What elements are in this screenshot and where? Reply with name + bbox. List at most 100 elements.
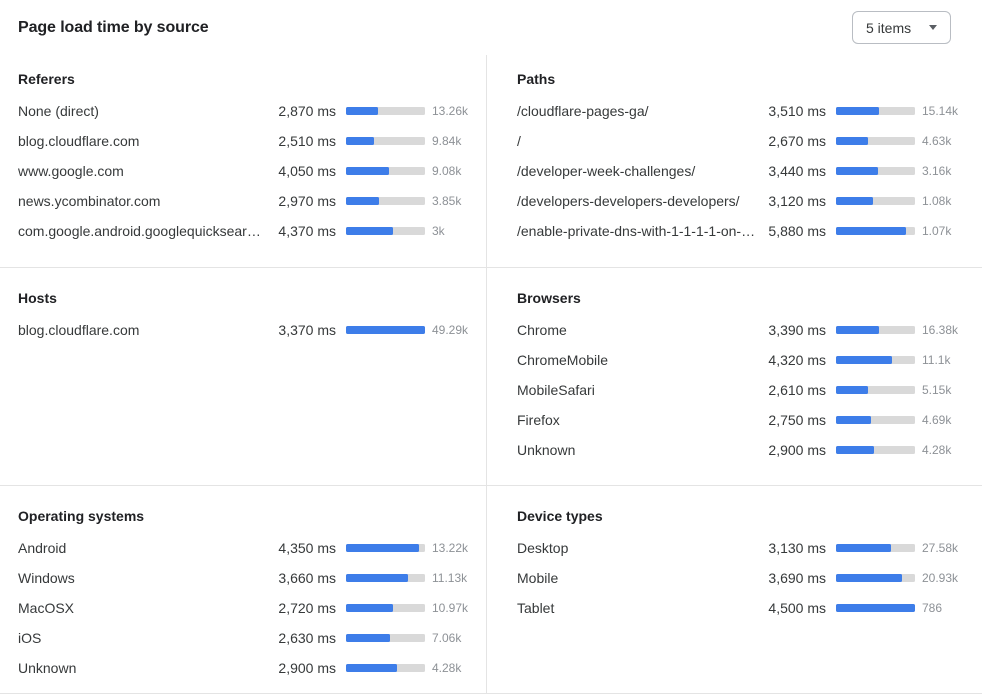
row-load-time: 2,970 ms bbox=[278, 193, 336, 209]
panel-title: Operating systems bbox=[18, 508, 145, 524]
metric-row[interactable]: ChromeMobile 4,320 ms 11.1k bbox=[517, 345, 968, 375]
load-time-bar-fill bbox=[346, 604, 393, 612]
metric-row[interactable]: / 2,670 ms 4.63k bbox=[517, 126, 968, 156]
panel-title: Hosts bbox=[18, 290, 57, 306]
row-load-time: 3,130 ms bbox=[768, 540, 826, 556]
row-load-time: 2,720 ms bbox=[278, 600, 336, 616]
metric-row[interactable]: com.google.android.googlequicksearc… 4,3… bbox=[18, 216, 478, 246]
panels-grid: Referers None (direct) 2,870 ms 13.26k b… bbox=[0, 55, 982, 694]
metric-row[interactable]: www.google.com 4,050 ms 9.08k bbox=[18, 156, 478, 186]
row-count: 3.85k bbox=[432, 194, 462, 208]
metric-row[interactable]: Unknown 2,900 ms 4.28k bbox=[18, 653, 478, 683]
metric-row[interactable]: Mobile 3,690 ms 20.93k bbox=[517, 563, 968, 593]
metric-row[interactable]: Unknown 2,900 ms 4.28k bbox=[517, 435, 968, 465]
panel-referers: Referers None (direct) 2,870 ms 13.26k b… bbox=[0, 55, 486, 267]
row-load-time: 4,350 ms bbox=[278, 540, 336, 556]
panel-title: Browsers bbox=[517, 290, 581, 306]
metric-row[interactable]: blog.cloudflare.com 3,370 ms 49.29k bbox=[18, 315, 478, 345]
panel-rows: None (direct) 2,870 ms 13.26k blog.cloud… bbox=[18, 96, 478, 246]
row-count: 11.13k bbox=[432, 571, 468, 585]
load-time-bar-fill bbox=[346, 634, 391, 642]
load-time-bar-track bbox=[836, 544, 915, 552]
row-count: 4.63k bbox=[922, 134, 952, 148]
load-time-bar-track bbox=[346, 574, 425, 582]
load-time-bar-track bbox=[836, 416, 915, 424]
row-label: /enable-private-dns-with-1-1-1-1-on-… bbox=[517, 223, 756, 239]
panel-browsers: Browsers Chrome 3,390 ms 16.38k ChromeMo… bbox=[486, 267, 982, 485]
row-load-time: 2,510 ms bbox=[278, 133, 336, 149]
row-label: Firefox bbox=[517, 412, 560, 428]
row-load-time: 2,610 ms bbox=[768, 382, 826, 398]
row-load-time: 3,120 ms bbox=[768, 193, 826, 209]
row-load-time: 3,510 ms bbox=[768, 103, 826, 119]
metric-row[interactable]: Tablet 4,500 ms 786 bbox=[517, 593, 968, 623]
row-count: 16.38k bbox=[922, 323, 959, 337]
load-time-bar-track bbox=[836, 227, 915, 235]
row-load-time: 2,900 ms bbox=[278, 660, 336, 676]
row-label: /developer-week-challenges/ bbox=[517, 163, 696, 179]
row-label: Windows bbox=[18, 570, 75, 586]
row-count: 786 bbox=[922, 601, 943, 615]
load-time-bar-fill bbox=[346, 544, 420, 552]
row-load-time: 2,670 ms bbox=[768, 133, 826, 149]
load-time-bar-track bbox=[346, 604, 425, 612]
load-time-bar-track bbox=[346, 167, 425, 175]
load-time-bar-fill bbox=[346, 227, 394, 235]
row-label: None (direct) bbox=[18, 103, 99, 119]
metric-row[interactable]: /developer-week-challenges/ 3,440 ms 3.1… bbox=[517, 156, 968, 186]
row-load-time: 5,880 ms bbox=[768, 223, 826, 239]
row-load-time: 4,500 ms bbox=[768, 600, 826, 616]
row-load-time: 4,370 ms bbox=[278, 223, 336, 239]
row-count: 9.08k bbox=[432, 164, 462, 178]
row-count: 49.29k bbox=[432, 323, 469, 337]
metric-row[interactable]: Windows 3,660 ms 11.13k bbox=[18, 563, 478, 593]
load-time-bar-fill bbox=[836, 386, 869, 394]
load-time-bar-fill bbox=[836, 544, 892, 552]
row-count: 4.28k bbox=[432, 661, 462, 675]
row-load-time: 3,390 ms bbox=[768, 322, 826, 338]
load-time-bar-fill bbox=[346, 167, 390, 175]
metric-row[interactable]: Desktop 3,130 ms 27.58k bbox=[517, 533, 968, 563]
row-count: 1.08k bbox=[922, 194, 952, 208]
load-time-bar-fill bbox=[346, 574, 409, 582]
panel-device-types: Device types Desktop 3,130 ms 27.58k Mob… bbox=[486, 485, 982, 693]
metric-row[interactable]: Chrome 3,390 ms 16.38k bbox=[517, 315, 968, 345]
items-count-dropdown[interactable]: 5 items bbox=[852, 11, 951, 44]
panel-rows: Chrome 3,390 ms 16.38k ChromeMobile 4,32… bbox=[517, 315, 968, 465]
load-time-bar-fill bbox=[836, 137, 869, 145]
panel-rows: /cloudflare-pages-ga/ 3,510 ms 15.14k / … bbox=[517, 96, 968, 246]
row-count: 1.07k bbox=[922, 224, 952, 238]
metric-row[interactable]: MacOSX 2,720 ms 10.97k bbox=[18, 593, 478, 623]
metric-row[interactable]: /enable-private-dns-with-1-1-1-1-on-… 5,… bbox=[517, 216, 968, 246]
metric-row[interactable]: /developers-developers-developers/ 3,120… bbox=[517, 186, 968, 216]
row-label: Desktop bbox=[517, 540, 569, 556]
metric-row[interactable]: /cloudflare-pages-ga/ 3,510 ms 15.14k bbox=[517, 96, 968, 126]
panel-paths: Paths /cloudflare-pages-ga/ 3,510 ms 15.… bbox=[486, 55, 982, 267]
metric-row[interactable]: Android 4,350 ms 13.22k bbox=[18, 533, 478, 563]
row-label: MobileSafari bbox=[517, 382, 595, 398]
row-label: www.google.com bbox=[18, 163, 124, 179]
load-time-bar-fill bbox=[836, 326, 880, 334]
load-time-bar-track bbox=[836, 356, 915, 364]
metric-row[interactable]: blog.cloudflare.com 2,510 ms 9.84k bbox=[18, 126, 478, 156]
load-time-bar-fill bbox=[836, 356, 893, 364]
load-time-bar-fill bbox=[346, 137, 375, 145]
metric-row[interactable]: MobileSafari 2,610 ms 5.15k bbox=[517, 375, 968, 405]
load-time-bar-fill bbox=[836, 416, 871, 424]
metric-row[interactable]: Firefox 2,750 ms 4.69k bbox=[517, 405, 968, 435]
panel-rows: Android 4,350 ms 13.22k Windows 3,660 ms… bbox=[18, 533, 478, 683]
metric-row[interactable]: None (direct) 2,870 ms 13.26k bbox=[18, 96, 478, 126]
row-count: 11.1k bbox=[922, 353, 951, 367]
row-count: 7.06k bbox=[432, 631, 462, 645]
row-label: ChromeMobile bbox=[517, 352, 609, 368]
panel-operating-systems: Operating systems Android 4,350 ms 13.22… bbox=[0, 485, 486, 693]
row-load-time: 4,320 ms bbox=[768, 352, 826, 368]
row-load-time: 3,660 ms bbox=[278, 570, 336, 586]
metric-row[interactable]: news.ycombinator.com 2,970 ms 3.85k bbox=[18, 186, 478, 216]
row-count: 15.14k bbox=[922, 104, 959, 118]
load-time-bar-fill bbox=[346, 326, 425, 334]
load-time-bar-fill bbox=[836, 604, 915, 612]
metric-row[interactable]: iOS 2,630 ms 7.06k bbox=[18, 623, 478, 653]
load-time-bar-track bbox=[346, 664, 425, 672]
load-time-bar-fill bbox=[346, 197, 380, 205]
